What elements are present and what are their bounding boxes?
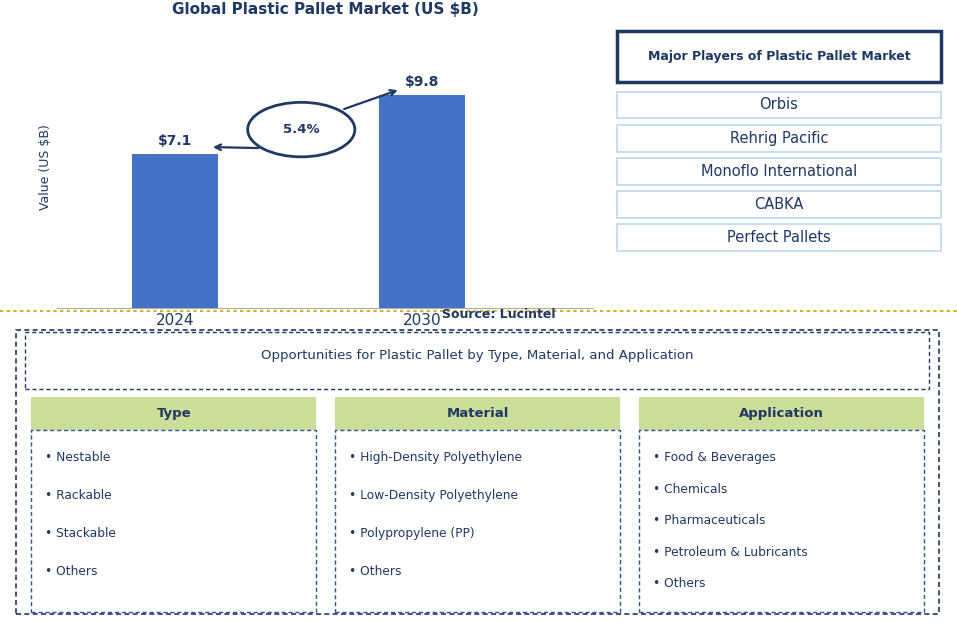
Text: • Chemicals: • Chemicals — [653, 483, 727, 496]
Text: Application: Application — [739, 407, 824, 420]
FancyBboxPatch shape — [617, 125, 941, 151]
Y-axis label: Value (US $B): Value (US $B) — [39, 124, 52, 209]
FancyBboxPatch shape — [26, 333, 928, 389]
Text: $7.1: $7.1 — [158, 134, 192, 148]
Title: Global Plastic Pallet Market (US $B): Global Plastic Pallet Market (US $B) — [172, 2, 478, 17]
Text: Rehrig Pacific: Rehrig Pacific — [730, 131, 828, 146]
Ellipse shape — [248, 102, 355, 157]
Text: • Polypropylene (PP): • Polypropylene (PP) — [348, 527, 475, 540]
FancyBboxPatch shape — [335, 397, 620, 430]
Text: Major Players of Plastic Pallet Market: Major Players of Plastic Pallet Market — [648, 50, 910, 62]
FancyBboxPatch shape — [617, 158, 941, 185]
FancyBboxPatch shape — [31, 430, 317, 612]
Text: Type: Type — [156, 407, 191, 420]
FancyBboxPatch shape — [16, 330, 939, 614]
Text: • Petroleum & Lubricants: • Petroleum & Lubricants — [653, 546, 808, 559]
Text: • Nestable: • Nestable — [45, 452, 110, 464]
FancyBboxPatch shape — [617, 92, 941, 118]
Text: • Low-Density Polyethylene: • Low-Density Polyethylene — [348, 489, 518, 502]
FancyBboxPatch shape — [617, 31, 941, 82]
Text: • Rackable: • Rackable — [45, 489, 112, 502]
Text: Orbis: Orbis — [760, 97, 798, 113]
Text: 5.4%: 5.4% — [283, 123, 320, 136]
Text: • Others: • Others — [653, 577, 705, 590]
Text: • High-Density Polyethylene: • High-Density Polyethylene — [348, 452, 522, 464]
Text: Monoflo International: Monoflo International — [701, 164, 857, 179]
Text: • Others: • Others — [348, 565, 401, 578]
Text: Opportunities for Plastic Pallet by Type, Material, and Application: Opportunities for Plastic Pallet by Type… — [261, 350, 694, 363]
FancyBboxPatch shape — [31, 397, 317, 430]
FancyBboxPatch shape — [335, 430, 620, 612]
Text: • Pharmaceuticals: • Pharmaceuticals — [653, 514, 766, 527]
Text: • Others: • Others — [45, 565, 98, 578]
FancyBboxPatch shape — [638, 430, 924, 612]
Bar — [379, 95, 465, 308]
Text: Perfect Pallets: Perfect Pallets — [727, 230, 831, 245]
FancyBboxPatch shape — [638, 397, 924, 430]
Text: $9.8: $9.8 — [405, 75, 439, 89]
Text: • Food & Beverages: • Food & Beverages — [653, 452, 775, 464]
Bar — [132, 154, 218, 308]
FancyBboxPatch shape — [617, 191, 941, 218]
Text: • Stackable: • Stackable — [45, 527, 116, 540]
Text: Source: Lucintel: Source: Lucintel — [441, 308, 555, 321]
Text: CABKA: CABKA — [754, 197, 804, 212]
FancyBboxPatch shape — [617, 224, 941, 251]
Text: Material: Material — [446, 407, 509, 420]
